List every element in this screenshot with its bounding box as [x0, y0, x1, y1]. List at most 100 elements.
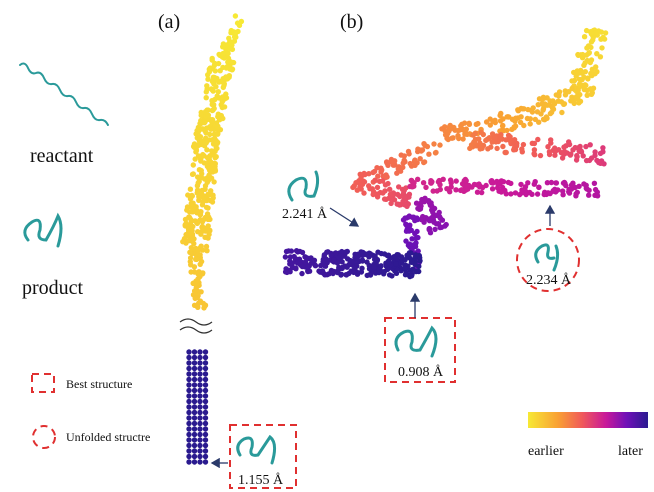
- dot: [458, 127, 463, 132]
- dot: [196, 198, 201, 203]
- dot: [485, 146, 490, 151]
- dot: [186, 399, 191, 404]
- dot: [532, 182, 537, 187]
- dot: [589, 155, 594, 160]
- dot: [584, 28, 589, 33]
- dot: [206, 166, 211, 171]
- dot: [197, 437, 202, 442]
- dot: [192, 355, 197, 360]
- dot: [186, 388, 191, 393]
- dot: [196, 269, 201, 274]
- dot: [498, 111, 503, 116]
- dot: [354, 257, 359, 262]
- dot: [410, 267, 415, 272]
- dot: [201, 153, 206, 158]
- dot: [203, 404, 208, 409]
- dot: [197, 399, 202, 404]
- dot: [186, 382, 191, 387]
- dot: [419, 148, 424, 153]
- dot: [201, 305, 206, 310]
- dot: [305, 265, 310, 270]
- dot: [375, 257, 380, 262]
- dot: [192, 437, 197, 442]
- dot: [577, 148, 582, 153]
- dot: [477, 140, 482, 145]
- dot: [499, 189, 504, 194]
- dot: [214, 145, 219, 150]
- dot: [404, 270, 409, 275]
- dot: [589, 57, 594, 62]
- dot: [330, 271, 335, 276]
- dot: [577, 144, 582, 149]
- dot: [554, 92, 559, 97]
- dot: [216, 61, 221, 66]
- dot: [224, 65, 229, 70]
- dot: [197, 404, 202, 409]
- dot: [192, 360, 197, 365]
- dot: [319, 270, 324, 275]
- dot: [197, 432, 202, 437]
- dot: [449, 126, 454, 131]
- dot: [431, 188, 436, 193]
- dot: [556, 147, 561, 152]
- dot: [467, 122, 472, 127]
- dot: [573, 191, 578, 196]
- dot: [192, 371, 197, 376]
- dot: [429, 179, 434, 184]
- dot: [221, 41, 226, 46]
- dot: [518, 182, 523, 187]
- dot: [197, 360, 202, 365]
- dot: [525, 116, 530, 121]
- dot: [203, 377, 208, 382]
- dot: [556, 99, 561, 104]
- dot: [192, 443, 197, 448]
- dot: [394, 271, 399, 276]
- dot: [396, 202, 401, 207]
- dot: [186, 349, 191, 354]
- dot: [186, 371, 191, 376]
- dot: [513, 190, 518, 195]
- dot: [514, 143, 519, 148]
- dot: [202, 128, 207, 133]
- dot: [411, 215, 416, 220]
- dot: [224, 95, 229, 100]
- dot: [203, 349, 208, 354]
- dot: [203, 448, 208, 453]
- dot: [536, 120, 541, 125]
- dot: [200, 224, 205, 229]
- dot: [528, 121, 533, 126]
- dot: [583, 144, 588, 149]
- legend-label: Unfolded structre: [66, 430, 150, 444]
- dot: [365, 273, 370, 278]
- dot: [288, 254, 293, 259]
- dot: [412, 262, 417, 267]
- dot: [228, 41, 233, 46]
- dot: [203, 393, 208, 398]
- dot: [186, 355, 191, 360]
- dot: [408, 161, 413, 166]
- dot: [206, 172, 211, 177]
- dot: [180, 239, 185, 244]
- dot: [195, 304, 200, 309]
- dot: [548, 140, 553, 145]
- dot: [462, 132, 467, 137]
- dot: [481, 132, 486, 137]
- dot: [197, 410, 202, 415]
- dot: [202, 176, 207, 181]
- dot: [592, 181, 597, 186]
- dot: [197, 448, 202, 453]
- dot: [446, 137, 451, 142]
- dot: [582, 60, 587, 65]
- dot: [345, 249, 350, 254]
- dot: [355, 252, 360, 257]
- dot: [498, 118, 503, 123]
- dot: [497, 136, 502, 141]
- dot: [193, 156, 198, 161]
- trajectory-dots: [180, 13, 608, 464]
- dot: [454, 178, 459, 183]
- dot: [239, 19, 244, 24]
- dot: [187, 250, 192, 255]
- dot: [206, 214, 211, 219]
- dot: [194, 256, 199, 261]
- dot: [188, 187, 193, 192]
